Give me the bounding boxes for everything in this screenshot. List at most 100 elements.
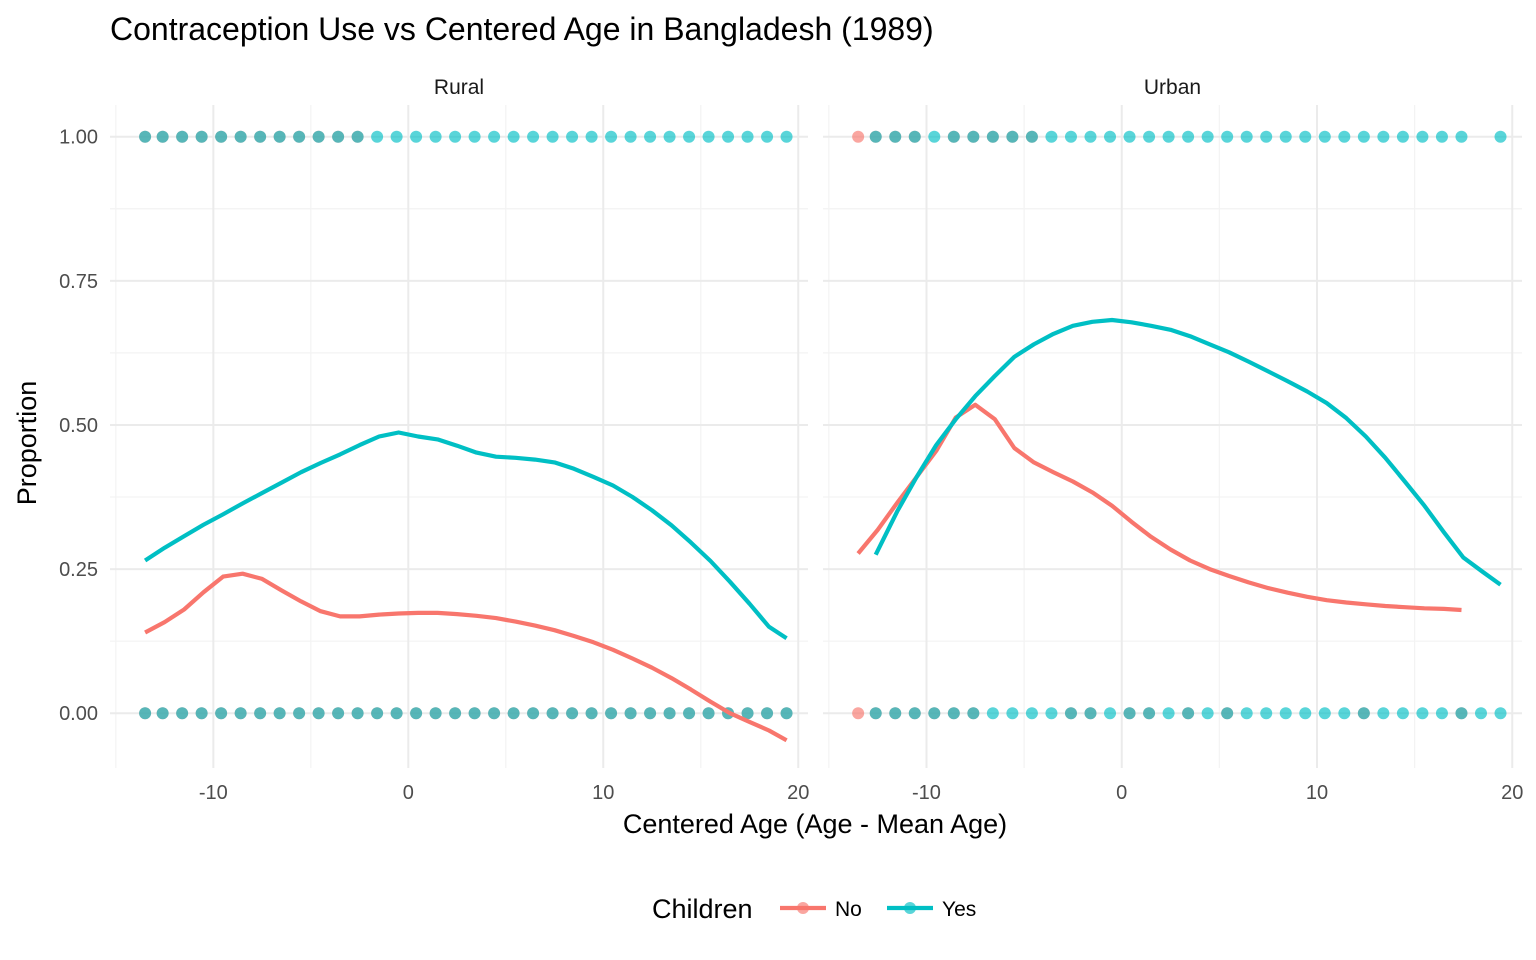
- x-axis-title: Centered Age (Age - Mean Age): [623, 809, 1007, 839]
- point-yes: [215, 130, 228, 143]
- point-yes: [1279, 707, 1292, 720]
- point-yes: [1299, 707, 1312, 720]
- point-yes: [1279, 130, 1292, 143]
- legend-point: [797, 902, 809, 914]
- point-yes: [889, 130, 902, 143]
- point-yes: [1104, 130, 1117, 143]
- point-yes: [624, 130, 637, 143]
- legend-label: Yes: [942, 898, 976, 921]
- point-yes: [1162, 130, 1175, 143]
- point-yes: [683, 130, 696, 143]
- point-no: [852, 707, 865, 720]
- point-yes: [254, 707, 267, 720]
- point-yes: [566, 130, 579, 143]
- point-yes: [1435, 130, 1448, 143]
- point-yes: [1338, 707, 1351, 720]
- point-yes: [390, 707, 403, 720]
- point-yes: [234, 707, 247, 720]
- point-yes: [488, 707, 501, 720]
- x-tick-label: -10: [199, 782, 228, 804]
- point-yes: [468, 130, 481, 143]
- point-yes: [234, 130, 247, 143]
- point-yes: [644, 130, 657, 143]
- point-yes: [986, 130, 999, 143]
- point-yes: [1104, 707, 1117, 720]
- point-yes: [605, 707, 618, 720]
- point-yes: [410, 707, 423, 720]
- point-yes: [390, 130, 403, 143]
- y-tick-label: 0.50: [59, 415, 98, 437]
- point-yes: [889, 707, 902, 720]
- point-yes: [663, 707, 676, 720]
- point-yes: [254, 130, 267, 143]
- x-tick-label: -10: [912, 782, 941, 804]
- point-yes: [702, 707, 715, 720]
- point-yes: [507, 707, 520, 720]
- legend-point: [904, 902, 916, 914]
- point-yes: [312, 130, 325, 143]
- point-yes: [1045, 707, 1058, 720]
- point-yes: [1143, 130, 1156, 143]
- point-yes: [1182, 707, 1195, 720]
- point-yes: [1084, 130, 1097, 143]
- point-yes: [468, 707, 481, 720]
- legend-key-yes: Yes: [887, 898, 976, 921]
- y-tick-label: 0.25: [59, 559, 98, 581]
- point-yes: [967, 707, 980, 720]
- point-yes: [139, 707, 152, 720]
- point-yes: [683, 707, 696, 720]
- point-yes: [449, 130, 462, 143]
- y-axis-title: Proportion: [12, 381, 42, 506]
- point-yes: [449, 707, 462, 720]
- point-yes: [1201, 707, 1214, 720]
- point-yes: [1182, 130, 1195, 143]
- point-yes: [1025, 130, 1038, 143]
- point-yes: [1338, 130, 1351, 143]
- point-yes: [351, 130, 364, 143]
- point-yes: [1318, 130, 1331, 143]
- point-yes: [1377, 130, 1390, 143]
- point-yes: [780, 130, 793, 143]
- point-yes: [371, 707, 384, 720]
- point-yes: [1396, 707, 1409, 720]
- point-yes: [1006, 130, 1019, 143]
- point-yes: [741, 130, 754, 143]
- point-yes: [1025, 707, 1038, 720]
- point-yes: [195, 707, 208, 720]
- legend: Children No Yes: [652, 894, 976, 924]
- point-yes: [908, 707, 921, 720]
- point-yes: [1162, 707, 1175, 720]
- legend-label: No: [835, 898, 862, 921]
- point-yes: [986, 707, 999, 720]
- y-tick-label: 0.75: [59, 271, 98, 293]
- point-yes: [273, 130, 286, 143]
- point-yes: [1260, 130, 1273, 143]
- point-yes: [215, 707, 228, 720]
- point-yes: [1357, 707, 1370, 720]
- point-no: [852, 130, 865, 143]
- point-yes: [1455, 707, 1468, 720]
- point-yes: [1396, 130, 1409, 143]
- point-yes: [644, 707, 657, 720]
- point-yes: [429, 707, 442, 720]
- point-yes: [947, 707, 960, 720]
- legend-title: Children: [652, 894, 753, 924]
- facet-panels: Rural -10 0 10 20 0.00 0.25 0.50 0.75 1.00 Urban -1…: [59, 76, 1523, 804]
- point-yes: [566, 707, 579, 720]
- smooth-line-yes: [143, 430, 788, 641]
- point-yes: [947, 130, 960, 143]
- point-yes: [1006, 707, 1019, 720]
- x-tick-label: 20: [787, 782, 809, 804]
- point-yes: [176, 130, 189, 143]
- point-yes: [1299, 130, 1312, 143]
- x-tick-label: 0: [403, 782, 414, 804]
- point-yes: [139, 130, 152, 143]
- point-yes: [928, 707, 941, 720]
- point-yes: [1494, 130, 1507, 143]
- strip-label: Urban: [1144, 76, 1201, 99]
- point-yes: [1416, 707, 1429, 720]
- y-tick-label: 0.00: [59, 703, 98, 725]
- point-yes: [429, 130, 442, 143]
- point-yes: [1357, 130, 1370, 143]
